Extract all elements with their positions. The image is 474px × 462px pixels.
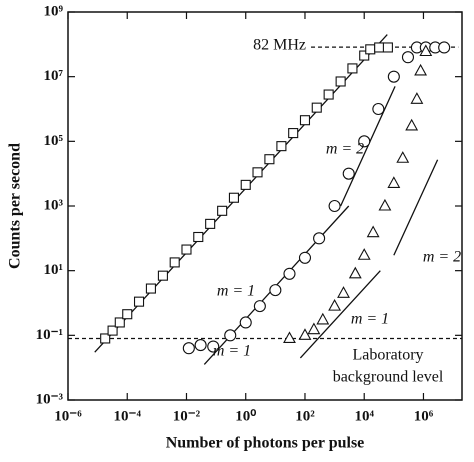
triangle-point (337, 286, 350, 298)
circle-point (358, 135, 371, 148)
circle-point (224, 329, 237, 342)
square-point (100, 333, 111, 344)
circle-point (182, 342, 195, 355)
square-point (365, 44, 376, 55)
circle-point (387, 70, 400, 83)
triangle-point (410, 92, 424, 104)
square-point (193, 231, 204, 243)
square-point (311, 102, 322, 113)
x-tick-label: 10⁻² (173, 408, 201, 424)
circle-point (253, 300, 266, 313)
annotation: m = 1 (213, 343, 251, 360)
y-tick-label: 10⁻³ (36, 391, 64, 407)
triangle-point (405, 118, 419, 131)
square-point (145, 283, 156, 294)
square-point (107, 325, 118, 336)
y-tick-label: 10⁵ (44, 133, 64, 149)
y-tick-label: 10¹ (44, 262, 64, 278)
square-point (335, 76, 346, 87)
square-point (347, 63, 358, 74)
square-point (228, 192, 239, 203)
y-axis-title: Counts per second (7, 143, 24, 269)
triangle-point (366, 225, 380, 238)
annotation: m = 1 (217, 283, 255, 300)
annotation: background level (333, 369, 444, 386)
square-point (264, 154, 275, 165)
circle-point (239, 316, 252, 329)
circle-point (313, 232, 326, 245)
circle-point (438, 41, 451, 54)
annotation: m = 1 (351, 311, 389, 328)
triangle-point (387, 176, 401, 188)
square-point (122, 309, 133, 320)
circle-point (328, 199, 341, 213)
square-point (133, 296, 145, 307)
triangle-point (307, 322, 321, 335)
circle-point (342, 167, 355, 180)
fit-line (299, 270, 381, 359)
square-point (382, 42, 393, 53)
triangle-point (357, 248, 371, 260)
x-tick-label: 10⁻⁴ (114, 408, 142, 424)
square-point (276, 141, 287, 152)
annotation: m = 2 (423, 249, 461, 266)
circle-point (194, 339, 207, 352)
triangle-point (414, 63, 428, 76)
annotation: Laboratory (352, 347, 423, 364)
square-point (169, 257, 180, 268)
fit-line (340, 86, 396, 207)
square-point (323, 89, 334, 100)
triangle-point (378, 198, 392, 211)
circle-point (207, 340, 220, 353)
x-tick-label: 10⁻⁶ (54, 408, 82, 424)
y-tick-label: 10³ (44, 197, 64, 213)
triangle-point (328, 298, 342, 311)
circle-point (283, 267, 296, 280)
x-tick-label: 10⁴ (354, 408, 374, 424)
y-tick-label: 10⁷ (44, 68, 64, 84)
annotation: m = 2 (326, 141, 364, 158)
triangle-point (396, 151, 410, 163)
circle-point (372, 102, 385, 116)
square-point (240, 179, 251, 190)
circle-point (269, 284, 282, 297)
square-point (252, 167, 263, 178)
x-tick-label: 10² (295, 408, 315, 424)
square-point (374, 42, 385, 53)
triangle-point (348, 266, 362, 279)
square-point (157, 270, 168, 281)
x-tick-label: 10⁰ (235, 408, 256, 424)
square-point (114, 317, 125, 328)
y-tick-label: 10⁻¹ (36, 327, 63, 343)
fit-line (393, 159, 439, 256)
plot-frame (67, 11, 463, 401)
x-tick-label: 10⁶ (414, 408, 434, 424)
triangle-point (283, 331, 296, 344)
square-point (299, 115, 311, 126)
square-point (217, 205, 228, 216)
square-point (205, 218, 216, 229)
circle-point (401, 51, 415, 64)
annotation: 82 MHz (253, 37, 306, 54)
y-tick-label: 10⁹ (44, 3, 64, 19)
square-point (181, 244, 192, 255)
circle-point (298, 251, 312, 264)
x-axis-title: Number of photons per pulse (166, 435, 365, 452)
square-point (359, 50, 370, 61)
triangle-point (298, 328, 312, 340)
triangle-point (316, 312, 330, 325)
square-point (288, 128, 299, 139)
triangle-point (419, 44, 433, 57)
